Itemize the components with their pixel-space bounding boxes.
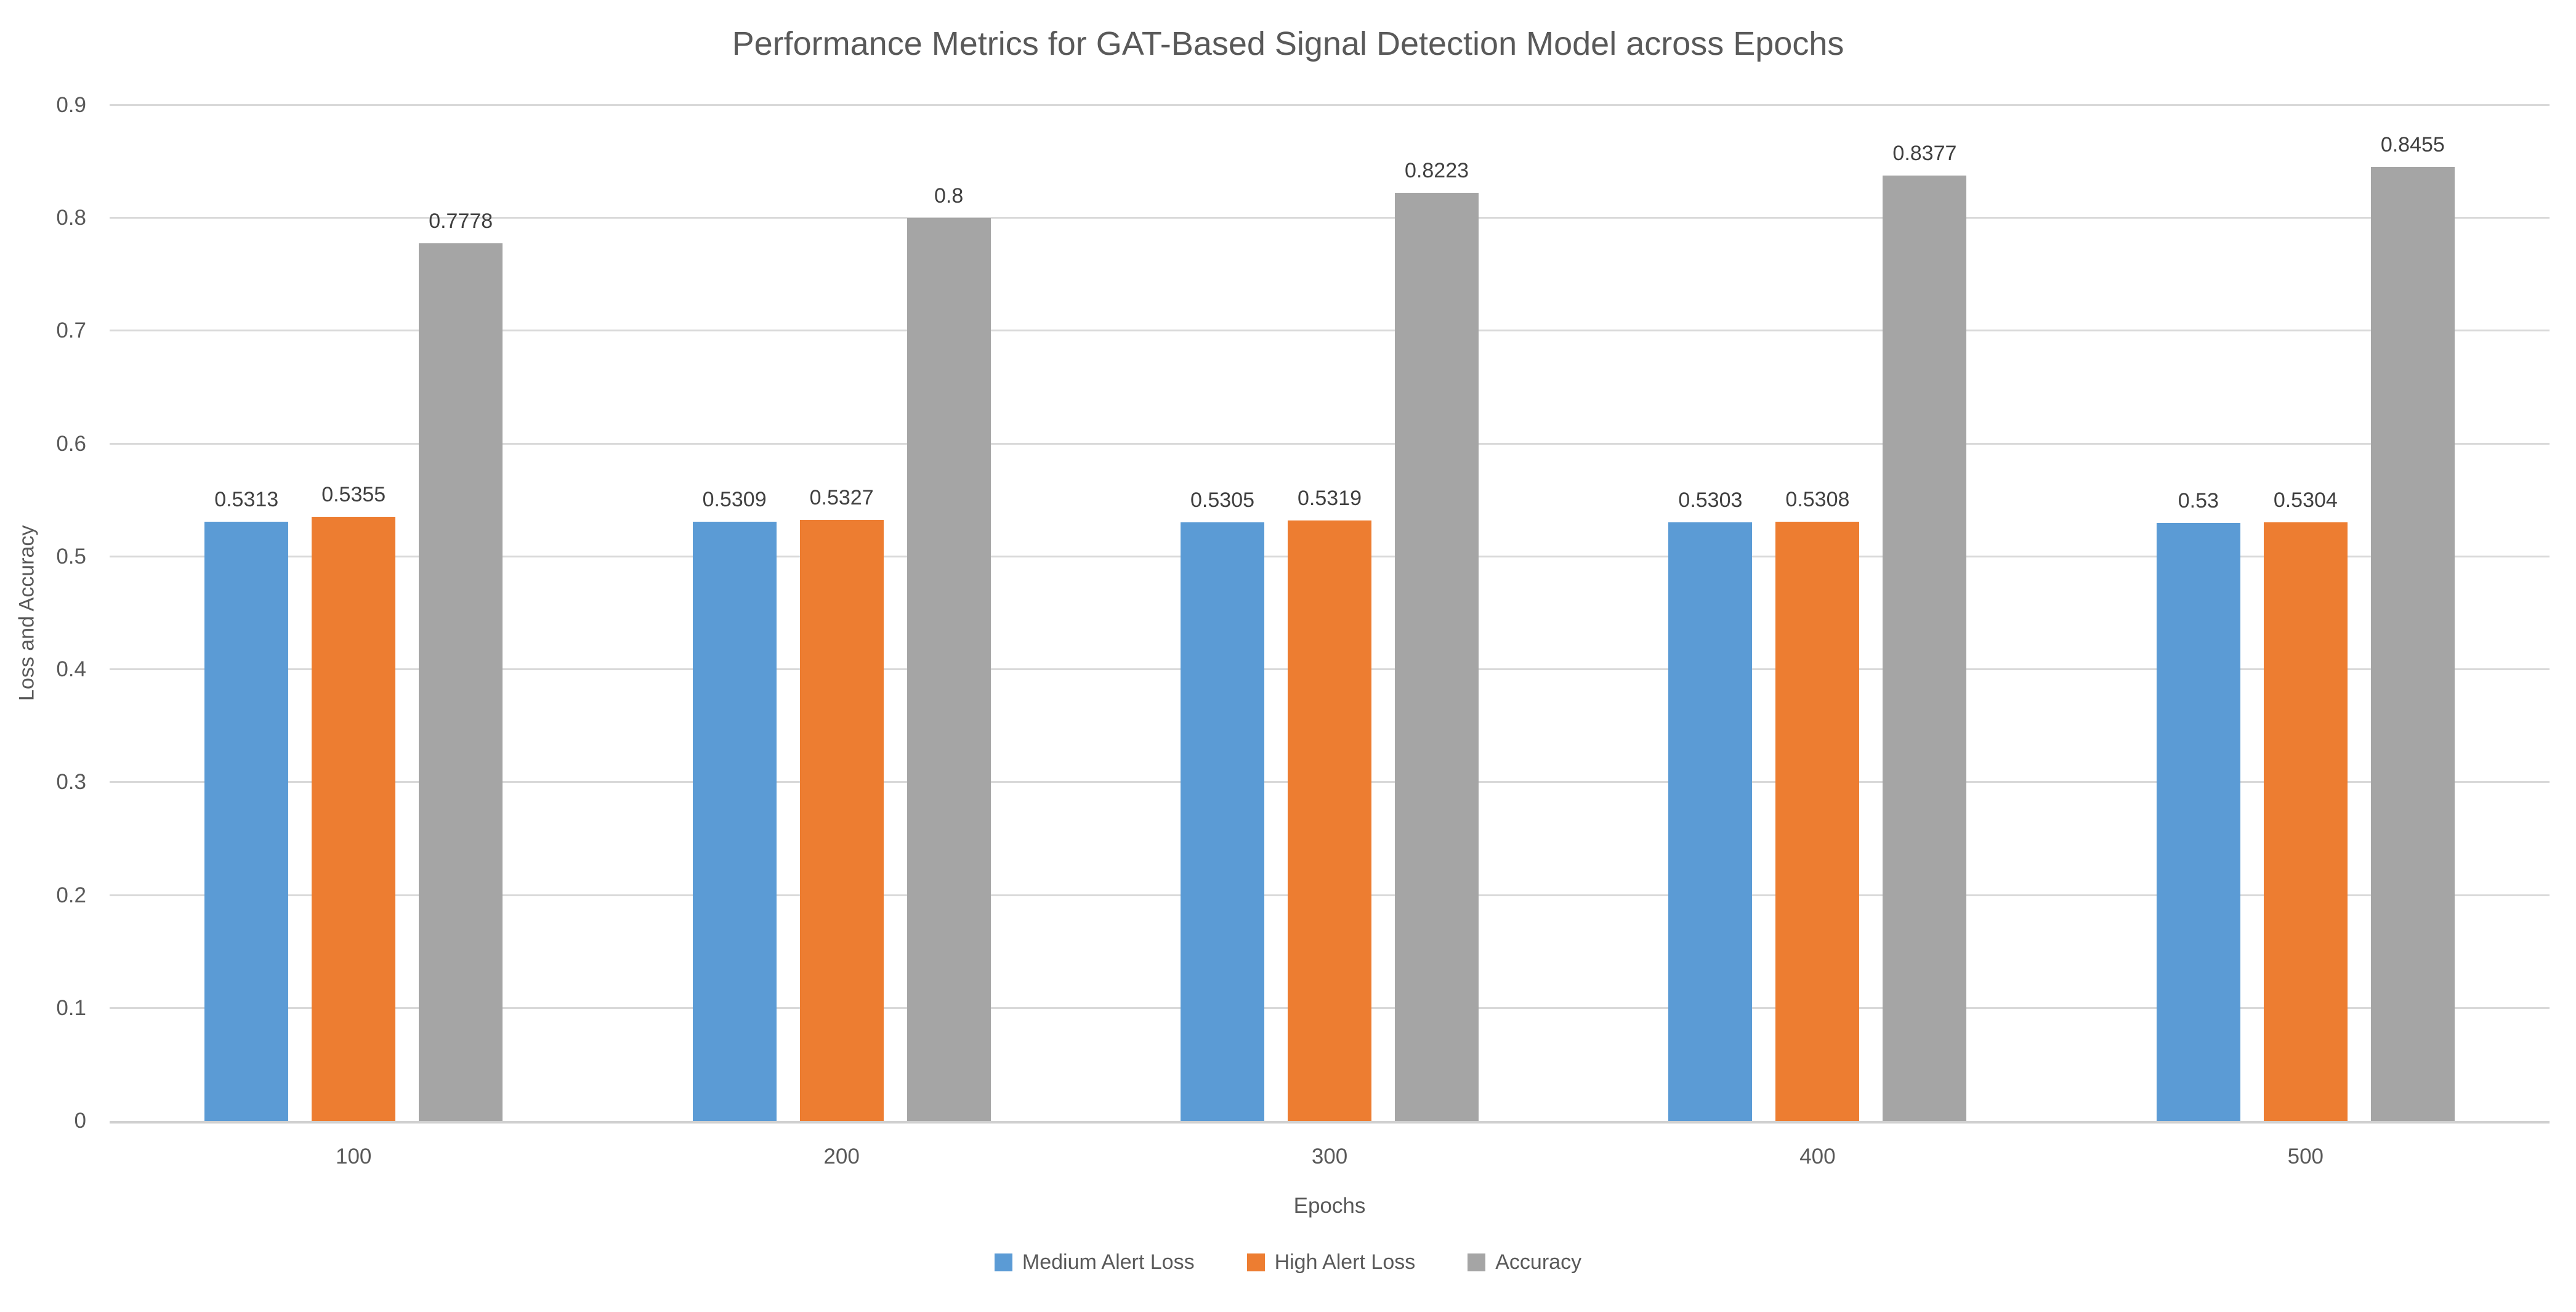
legend-marker-icon (1468, 1253, 1486, 1271)
gridline (110, 217, 2550, 219)
bar-value-label: 0.8455 (2380, 132, 2445, 156)
bar-value-label: 0.5355 (321, 482, 386, 506)
y-tick-label: 0.1 (56, 995, 86, 1020)
legend-marker-icon (994, 1253, 1012, 1271)
y-tick-label: 0.7 (56, 318, 86, 343)
bar-high-alert-loss-200: 0.5327 (799, 486, 884, 1121)
chart-title: Performance Metrics for GAT-Based Signal… (732, 25, 1844, 62)
y-tick-label: 0.6 (56, 431, 86, 456)
bar-groups: 0.5313 0.5355 0.7778 0.5309 0.5327 0.8 0.5305 0… (110, 105, 2550, 1121)
y-tick-label: 0.5 (56, 544, 86, 569)
bar-medium-alert-loss-500: 0.53 (2156, 489, 2240, 1121)
x-axis-tick-labels: 100 200 300 400 500 (110, 1144, 2550, 1169)
bar-high-alert-loss-400: 0.5308 (1775, 488, 1860, 1121)
legend-item-high-alert-loss: High Alert Loss (1246, 1250, 1416, 1274)
bar-value-label: 0.5304 (2273, 488, 2338, 512)
bar-accuracy-300: 0.8223 (1395, 159, 1479, 1121)
legend-marker-icon (1246, 1253, 1265, 1271)
bar-value-label: 0.5313 (214, 487, 279, 511)
bar-group-500: 0.53 0.5304 0.8455 (2062, 105, 2550, 1121)
plot-area: 0.5313 0.5355 0.7778 0.5309 0.5327 0.8 0.5305 0… (110, 104, 2550, 1124)
x-tick-label: 400 (1799, 1144, 1836, 1168)
x-axis-title: Epochs (1293, 1194, 1366, 1218)
bar-value-label: 0.5319 (1298, 487, 1362, 511)
bar-medium-alert-loss-200: 0.5309 (692, 488, 777, 1121)
bar-group-200: 0.5309 0.5327 0.8 (597, 105, 1085, 1121)
legend-item-medium-alert-loss: Medium Alert Loss (994, 1250, 1195, 1274)
legend-label: High Alert Loss (1274, 1250, 1416, 1274)
bar-value-label: 0.5303 (1678, 488, 1743, 512)
gridline (110, 104, 2550, 106)
legend-label: Medium Alert Loss (1022, 1250, 1195, 1274)
bar-high-alert-loss-100: 0.5355 (312, 483, 396, 1121)
bar-medium-alert-loss-100: 0.5313 (204, 488, 289, 1121)
y-tick-label: 0.4 (56, 657, 86, 682)
bar-value-label: 0.8377 (1892, 142, 1957, 166)
bar-value-label: 0.5327 (809, 485, 874, 509)
bar-value-label: 0.5309 (702, 488, 767, 512)
x-tick-label: 300 (1311, 1144, 1348, 1168)
legend-item-accuracy: Accuracy (1468, 1250, 1581, 1274)
bar-high-alert-loss-500: 0.5304 (2263, 488, 2348, 1121)
legend: Medium Alert Loss High Alert Loss Accuracy (0, 1250, 2576, 1274)
bar-value-label: 0.5305 (1190, 488, 1255, 512)
gridline (110, 442, 2550, 445)
bar-accuracy-200: 0.8 (906, 184, 991, 1121)
bar-accuracy-400: 0.8377 (1883, 142, 1967, 1121)
bar-accuracy-100: 0.7778 (419, 209, 503, 1121)
x-tick-label: 100 (336, 1144, 372, 1168)
y-tick-label: 0.8 (56, 206, 86, 230)
bar-medium-alert-loss-400: 0.5303 (1668, 488, 1753, 1121)
bar-value-label: 0.5308 (1785, 488, 1850, 512)
bar-value-label: 0.7778 (429, 209, 493, 233)
y-tick-label: 0 (74, 1109, 86, 1133)
y-axis-tick-labels: 0 0.1 0.2 0.3 0.4 0.5 0.6 0.7 0.8 0.9 (0, 93, 86, 1133)
y-tick-label: 0.2 (56, 883, 86, 907)
bar-group-300: 0.5305 0.5319 0.8223 (1086, 105, 1573, 1121)
bar-value-label: 0.8223 (1405, 159, 1469, 183)
x-tick-label: 200 (823, 1144, 860, 1168)
y-tick-label: 0.9 (56, 93, 86, 117)
bar-group-400: 0.5303 0.5308 0.8377 (1573, 105, 2061, 1121)
y-tick-label: 0.3 (56, 770, 86, 795)
bar-accuracy-500: 0.8455 (2370, 133, 2455, 1121)
bar-medium-alert-loss-300: 0.5305 (1181, 488, 1265, 1121)
bar-value-label: 0.8 (934, 184, 964, 208)
x-tick-label: 500 (2287, 1144, 2324, 1168)
bar-group-100: 0.5313 0.5355 0.7778 (110, 105, 597, 1121)
bar-high-alert-loss-300: 0.5319 (1288, 487, 1372, 1121)
bar-value-label: 0.53 (2178, 488, 2219, 512)
legend-label: Accuracy (1495, 1250, 1582, 1274)
gridline (110, 330, 2550, 332)
